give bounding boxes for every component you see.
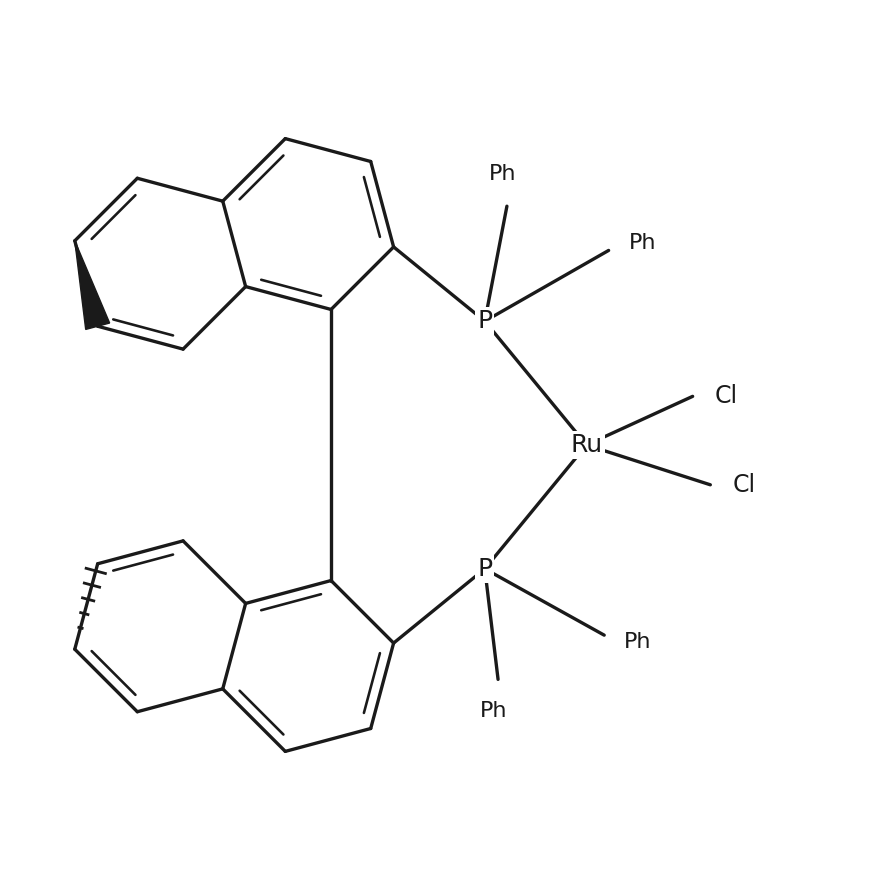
Text: Ph: Ph xyxy=(489,165,516,184)
Text: Cl: Cl xyxy=(715,384,738,409)
Text: P: P xyxy=(477,557,492,581)
Text: P: P xyxy=(477,309,492,333)
Polygon shape xyxy=(75,241,109,329)
Text: Ru: Ru xyxy=(570,433,603,457)
Text: Ph: Ph xyxy=(628,233,656,254)
Text: Ph: Ph xyxy=(624,632,651,652)
Text: Ph: Ph xyxy=(480,701,507,721)
Text: Cl: Cl xyxy=(732,473,756,497)
